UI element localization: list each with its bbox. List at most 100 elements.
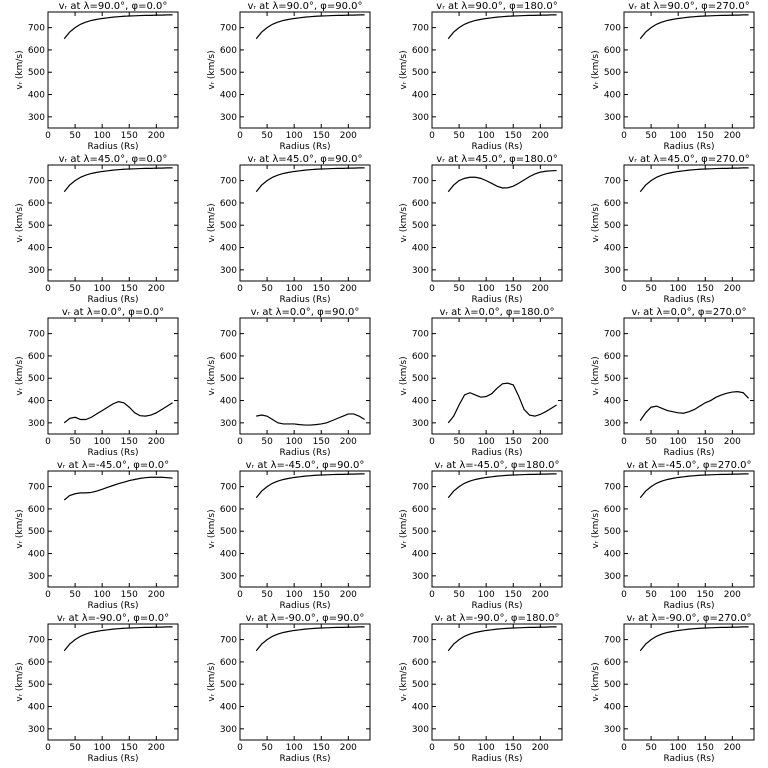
y-tick-label: 400 [412, 550, 429, 560]
plot-frame [431, 317, 563, 435]
x-tick-label: 50 [453, 131, 465, 141]
line [447, 626, 557, 652]
x-tick-label: 200 [532, 131, 549, 141]
y-tick-label: 400 [412, 397, 429, 407]
y-tick-label: 600 [28, 199, 45, 209]
x-tick-label: 100 [94, 743, 111, 753]
y-tick-label: 500 [604, 527, 621, 537]
x-tick-label: 200 [148, 743, 165, 753]
x-tick-label: 200 [148, 284, 165, 294]
y-tick-label: 600 [412, 46, 429, 56]
x-axis-label: Radius (Rs) [663, 295, 714, 305]
y-tick-label: 300 [28, 419, 45, 429]
y-tick-label: 400 [220, 550, 237, 560]
x-tick-label: 150 [313, 437, 330, 447]
x-tick-label: 200 [148, 131, 165, 141]
x-tick-label: 100 [94, 437, 111, 447]
plot-frame [47, 11, 179, 129]
x-tick-label: 100 [670, 743, 687, 753]
chart-title: vᵣ at λ=0.0°, φ=270.0° [631, 307, 746, 318]
y-axis-label: vᵣ (km/s) [207, 203, 217, 242]
x-axis-label: Radius (Rs) [87, 754, 138, 764]
y-tick-label: 500 [604, 374, 621, 384]
x-tick-label: 150 [697, 743, 714, 753]
y-tick-label: 500 [28, 527, 45, 537]
chart-title: vᵣ at λ=0.0°, φ=0.0° [62, 307, 164, 318]
y-tick-label: 400 [412, 244, 429, 254]
y-tick-label: 500 [604, 221, 621, 231]
x-tick-label: 50 [261, 437, 273, 447]
line [639, 473, 749, 499]
x-tick-label: 0 [621, 437, 627, 447]
x-tick-label: 50 [261, 284, 273, 294]
x-tick-label: 0 [429, 743, 435, 753]
x-axis-label: Radius (Rs) [279, 754, 330, 764]
y-tick-label: 300 [220, 419, 237, 429]
chart-title: vᵣ at λ=45.0°, φ=270.0° [628, 154, 749, 165]
chart-title: vᵣ at λ=-45.0°, φ=270.0° [626, 460, 751, 471]
y-tick-label: 600 [412, 352, 429, 362]
y-tick-label: 500 [28, 221, 45, 231]
y-tick-label: 600 [28, 505, 45, 515]
x-tick-label: 200 [532, 284, 549, 294]
x-tick-label: 50 [69, 284, 81, 294]
y-tick-label: 500 [28, 68, 45, 78]
y-tick-label: 300 [28, 572, 45, 582]
x-tick-label: 50 [645, 284, 657, 294]
y-axis-label: vᵣ (km/s) [15, 356, 25, 395]
plot-frame [239, 11, 371, 129]
x-tick-label: 150 [697, 590, 714, 600]
x-tick-label: 0 [45, 437, 51, 447]
x-tick-label: 50 [645, 131, 657, 141]
y-tick-label: 700 [412, 24, 429, 34]
y-tick-label: 400 [28, 397, 45, 407]
line [447, 382, 557, 424]
y-tick-label: 600 [604, 46, 621, 56]
plot-frame [47, 317, 179, 435]
plot-frame [431, 623, 563, 741]
x-tick-label: 50 [69, 743, 81, 753]
y-tick-label: 700 [28, 330, 45, 340]
x-tick-label: 200 [340, 437, 357, 447]
y-tick-label: 600 [220, 352, 237, 362]
plot-frame [431, 470, 563, 588]
y-tick-label: 300 [412, 572, 429, 582]
y-axis-label: vᵣ (km/s) [399, 356, 409, 395]
y-tick-label: 400 [28, 550, 45, 560]
chart-title: vᵣ at λ=45.0°, φ=90.0° [247, 154, 362, 165]
y-tick-label: 300 [604, 113, 621, 123]
y-tick-label: 300 [28, 725, 45, 735]
x-tick-label: 150 [505, 590, 522, 600]
x-tick-label: 0 [429, 131, 435, 141]
x-axis-label: Radius (Rs) [87, 601, 138, 611]
y-axis-label: vᵣ (km/s) [399, 203, 409, 242]
y-tick-label: 500 [220, 527, 237, 537]
x-tick-label: 200 [148, 590, 165, 600]
x-tick-label: 150 [697, 131, 714, 141]
x-axis-label: Radius (Rs) [279, 142, 330, 152]
y-axis-label: vᵣ (km/s) [399, 662, 409, 701]
x-tick-label: 200 [724, 437, 741, 447]
x-tick-label: 200 [340, 743, 357, 753]
y-tick-label: 500 [604, 680, 621, 690]
line [255, 473, 365, 499]
y-tick-label: 300 [220, 725, 237, 735]
y-tick-label: 300 [604, 725, 621, 735]
chart-title: vᵣ at λ=0.0°, φ=90.0° [251, 307, 360, 318]
y-tick-label: 600 [412, 505, 429, 515]
line [639, 14, 749, 40]
line [255, 626, 365, 652]
x-axis-label: Radius (Rs) [663, 142, 714, 152]
x-axis-label: Radius (Rs) [279, 448, 330, 458]
plot-frame [623, 623, 755, 741]
x-tick-label: 150 [697, 437, 714, 447]
line [447, 473, 557, 499]
y-tick-label: 700 [412, 636, 429, 646]
y-axis-label: vᵣ (km/s) [399, 509, 409, 548]
y-axis-label: vᵣ (km/s) [591, 662, 601, 701]
x-tick-label: 100 [286, 284, 303, 294]
x-tick-label: 0 [237, 131, 243, 141]
y-axis-label: vᵣ (km/s) [591, 203, 601, 242]
y-tick-label: 700 [220, 330, 237, 340]
x-tick-label: 0 [237, 743, 243, 753]
